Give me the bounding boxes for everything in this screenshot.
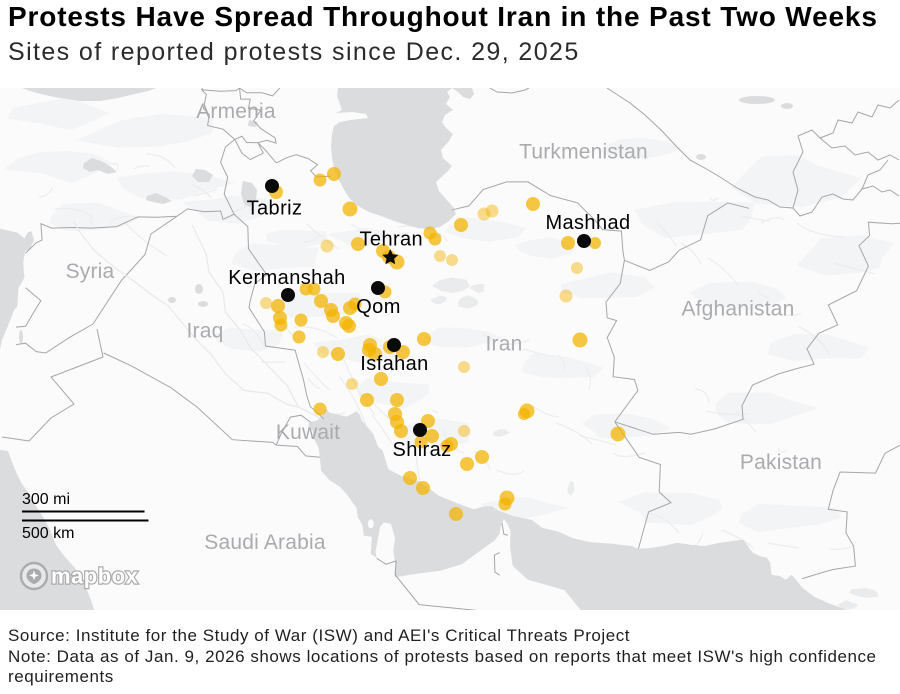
svg-text:Iraq: Iraq [187,320,224,343]
svg-text:Isfahan: Isfahan [360,353,428,375]
svg-text:Mashhad: Mashhad [545,212,630,234]
svg-text:Qom: Qom [356,296,401,318]
svg-text:Shiraz: Shiraz [392,439,451,461]
svg-text:Kuwait: Kuwait [276,421,340,444]
svg-text:500 km: 500 km [22,525,74,542]
svg-text:Iran: Iran [486,333,523,356]
svg-text:mapbox: mapbox [51,564,139,589]
svg-text:Tabriz: Tabriz [247,198,303,220]
svg-text:Tehran: Tehran [360,228,424,250]
svg-text:Saudi Arabia: Saudi Arabia [204,531,326,554]
svg-text:Armenia: Armenia [196,100,276,123]
svg-text:Pakistan: Pakistan [740,451,822,474]
svg-text:Turkmenistan: Turkmenistan [519,141,648,164]
svg-text:Syria: Syria [66,260,115,283]
svg-text:Kermanshah: Kermanshah [228,267,345,289]
svg-text:Afghanistan: Afghanistan [681,298,794,321]
svg-text:300 mi: 300 mi [22,491,70,508]
